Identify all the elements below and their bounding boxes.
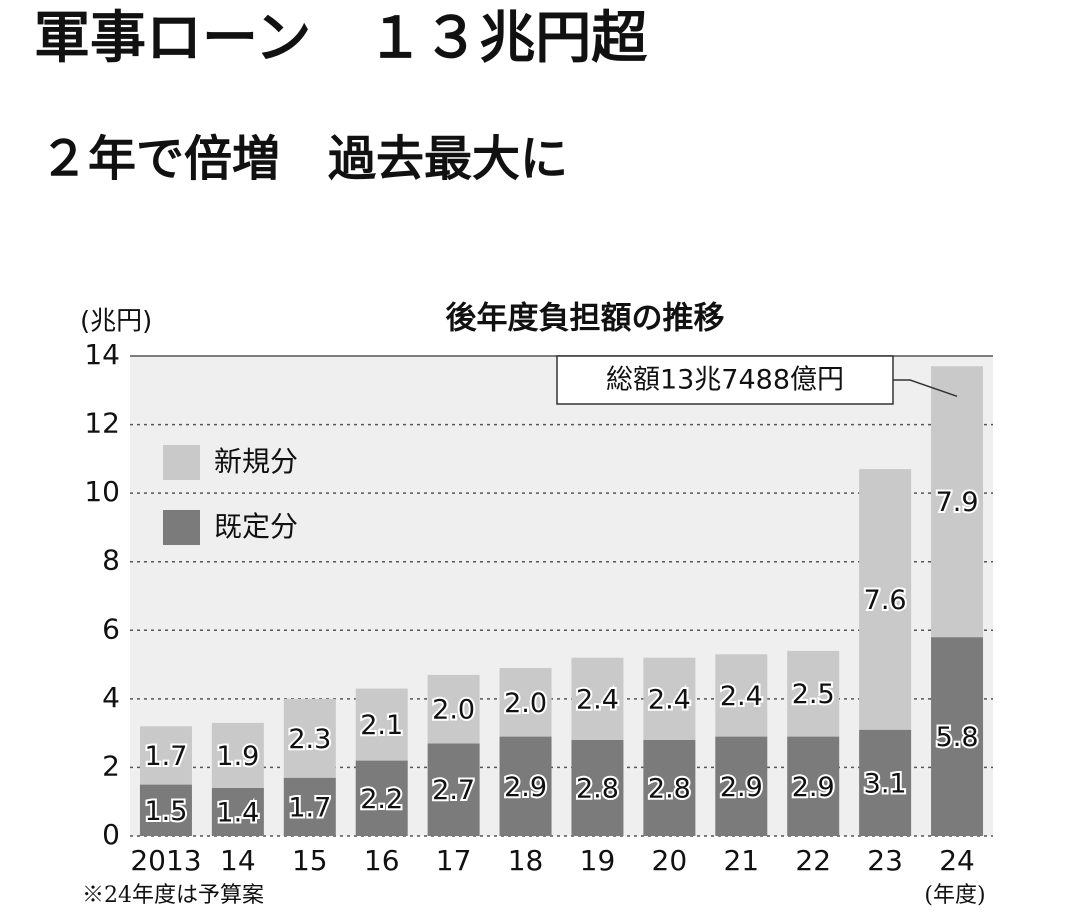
bar-segment <box>283 777 336 836</box>
bar-segment <box>499 668 552 737</box>
value-label: 2.2 <box>360 784 403 815</box>
y-tick-label: 14 <box>84 338 120 371</box>
bar-segment <box>283 698 336 778</box>
x-tick-label: 17 <box>436 844 472 877</box>
value-label: 2.9 <box>792 772 835 803</box>
value-label: 2.9 <box>720 772 763 803</box>
x-unit: (年度) <box>924 883 985 908</box>
value-label: 5.8 <box>936 722 979 753</box>
y-tick-label: 2 <box>102 749 120 782</box>
value-label: 1.7 <box>288 792 331 823</box>
value-label: 1.7 <box>144 741 187 772</box>
x-tick-label: 2013 <box>130 844 201 877</box>
bar-segment <box>787 650 840 737</box>
x-tick-label: 24 <box>939 844 975 877</box>
y-tick-label: 12 <box>84 407 120 440</box>
bar-segment <box>499 736 552 836</box>
bar-segment <box>139 784 192 836</box>
x-tick-label: 23 <box>867 844 903 877</box>
value-label: 2.9 <box>504 772 547 803</box>
value-label: 2.8 <box>648 774 691 805</box>
value-label: 2.8 <box>576 774 619 805</box>
y-unit: (兆円) <box>80 307 152 337</box>
x-tick-label: 22 <box>795 844 831 877</box>
bar-segment <box>571 657 624 740</box>
value-label: 1.4 <box>216 798 259 829</box>
bar-segment <box>715 654 768 737</box>
annotation-box <box>556 355 894 405</box>
y-tick-label: 10 <box>84 475 120 508</box>
x-tick-label: 21 <box>723 844 759 877</box>
value-label: 2.3 <box>288 724 331 755</box>
value-label: 2.0 <box>504 688 547 719</box>
bar-segment <box>931 366 984 638</box>
bar-segment <box>211 722 264 788</box>
bar-segment <box>715 736 768 836</box>
plot-background <box>130 356 993 836</box>
y-tick-label: 0 <box>102 818 120 851</box>
bar-segment <box>931 637 984 836</box>
y-tick-label: 4 <box>102 681 120 714</box>
x-tick-label: 19 <box>580 844 616 877</box>
x-tick-label: 18 <box>508 844 544 877</box>
subheadline: ２年で倍増 過去最大に <box>40 131 568 187</box>
x-tick-label: 16 <box>364 844 400 877</box>
y-tick-label: 8 <box>102 544 120 577</box>
value-label: 2.5 <box>792 679 835 710</box>
chart-title: 後年度負担額の推移 <box>446 301 725 337</box>
value-label: 2.4 <box>720 681 763 712</box>
bar-segment <box>859 729 912 836</box>
x-tick-label: 14 <box>220 844 256 877</box>
legend-swatch <box>163 445 200 480</box>
legend-swatch <box>163 510 200 545</box>
x-tick-label: 20 <box>652 844 688 877</box>
bar-segment <box>787 736 840 836</box>
value-label: 3.1 <box>864 768 907 799</box>
bar-segment <box>427 674 480 744</box>
bar-segment <box>643 740 696 836</box>
legend-label: 既定分 <box>214 510 298 543</box>
value-label: 1.9 <box>216 741 259 772</box>
bar-segment <box>139 726 192 785</box>
value-label: 2.0 <box>432 695 475 726</box>
headline: 軍事ローン １３兆円超 <box>34 6 648 71</box>
value-label: 2.7 <box>432 775 475 806</box>
bar-segment <box>355 760 408 836</box>
bar-segment <box>427 743 480 836</box>
x-tick-label: 15 <box>292 844 328 877</box>
y-tick-label: 6 <box>102 612 120 645</box>
bar-segment <box>643 657 696 740</box>
bar-segment <box>571 740 624 836</box>
value-label: 2.1 <box>360 710 403 741</box>
value-label: 2.4 <box>576 684 619 715</box>
bar-segment <box>211 788 264 836</box>
callout-line <box>893 379 958 397</box>
value-label: 7.6 <box>864 585 907 616</box>
legend-label: 新規分 <box>214 445 298 478</box>
annotation: 総額13兆7488億円 <box>606 365 844 396</box>
footnote: ※24年度は予算案 <box>82 883 264 908</box>
bar-segment <box>355 688 408 761</box>
value-label: 1.5 <box>144 796 187 827</box>
bar-segment <box>859 469 912 730</box>
value-label: 2.4 <box>648 684 691 715</box>
value-label: 7.9 <box>936 487 979 518</box>
